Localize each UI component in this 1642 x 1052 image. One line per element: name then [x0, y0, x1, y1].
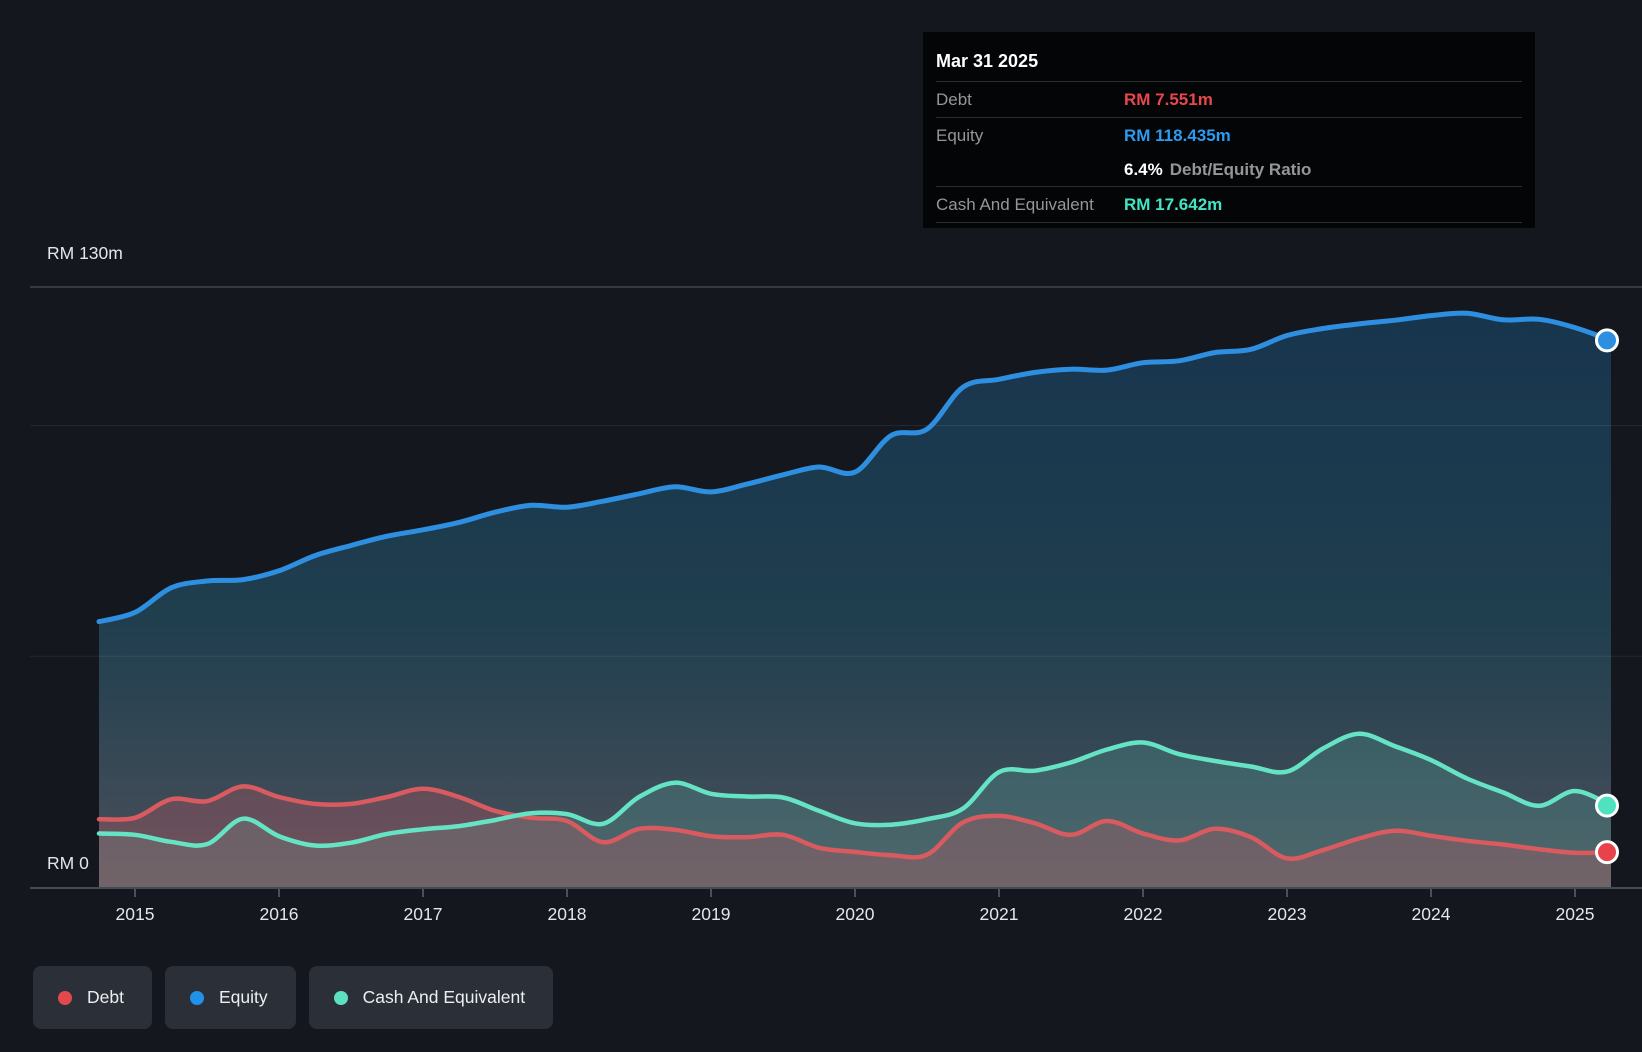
debt-line — [96, 784, 1614, 862]
x-label-2024: 2024 — [1412, 904, 1451, 924]
equity-line — [96, 310, 1614, 625]
y-label-zero: RM 0 — [47, 853, 89, 873]
equity-area — [99, 313, 1611, 887]
tooltip-equity-value: RM 118.435m — [1124, 125, 1231, 145]
tooltip-cash-value: RM 17.642m — [1124, 194, 1223, 214]
x-label-2019: 2019 — [692, 904, 731, 924]
legend-item-debt[interactable]: Debt — [33, 966, 152, 1029]
chart-legend: Debt Equity Cash And Equivalent — [33, 966, 554, 1029]
cash-and-equivalent-line — [96, 731, 1614, 849]
y-label-max: RM 130m — [47, 243, 123, 263]
tooltip-date: Mar 31 2025 — [936, 51, 1039, 71]
tooltip-row-debt: Debt RM 7.551m — [936, 81, 1522, 117]
tooltip-debt-value: RM 7.551m — [1124, 89, 1213, 109]
legend-item-equity[interactable]: Equity — [164, 966, 296, 1029]
debt-dot-icon — [58, 990, 72, 1005]
x-label-2023: 2023 — [1268, 904, 1307, 924]
legend-equity-label: Equity — [218, 987, 268, 1007]
tooltip-ratio-label: Debt/Equity Ratio — [1169, 159, 1312, 179]
legend-cash-label: Cash And Equivalent — [362, 987, 526, 1007]
x-label-2015: 2015 — [116, 904, 155, 924]
cash-and-equivalent-end-marker[interactable] — [1595, 793, 1619, 818]
x-label-2021: 2021 — [980, 904, 1019, 924]
x-label-2025: 2025 — [1556, 904, 1595, 924]
x-label-2020: 2020 — [836, 904, 875, 924]
tooltip-cash-label: Cash And Equivalent — [936, 194, 1094, 214]
x-label-2017: 2017 — [404, 904, 443, 924]
legend-item-cash[interactable]: Cash And Equivalent — [308, 966, 554, 1029]
cash-area — [99, 733, 1611, 887]
tooltip-ratio-percent: 6.4% — [1124, 159, 1163, 179]
debt-area — [99, 786, 1611, 887]
tooltip-row-ratio: 6.4% Debt/Equity Ratio — [936, 153, 1522, 186]
legend-debt-label: Debt — [87, 987, 124, 1007]
tooltip-row-equity: Equity RM 118.435m — [936, 117, 1522, 153]
chart-tooltip: Mar 31 2025 Debt RM 7.551m Equity RM 118… — [923, 32, 1535, 228]
tooltip-row-cash: Cash And Equivalent RM 17.642m — [936, 186, 1522, 223]
equity-dot-icon — [189, 990, 204, 1005]
x-label-2016: 2016 — [260, 904, 299, 924]
tooltip-debt-label: Debt — [936, 89, 972, 109]
equity-end-marker[interactable] — [1595, 328, 1619, 353]
tooltip-equity-label: Equity — [936, 125, 984, 145]
x-label-2022: 2022 — [1124, 904, 1163, 924]
cash-dot-icon — [333, 990, 348, 1005]
debt-end-marker[interactable] — [1595, 840, 1619, 865]
x-label-2018: 2018 — [548, 904, 587, 924]
